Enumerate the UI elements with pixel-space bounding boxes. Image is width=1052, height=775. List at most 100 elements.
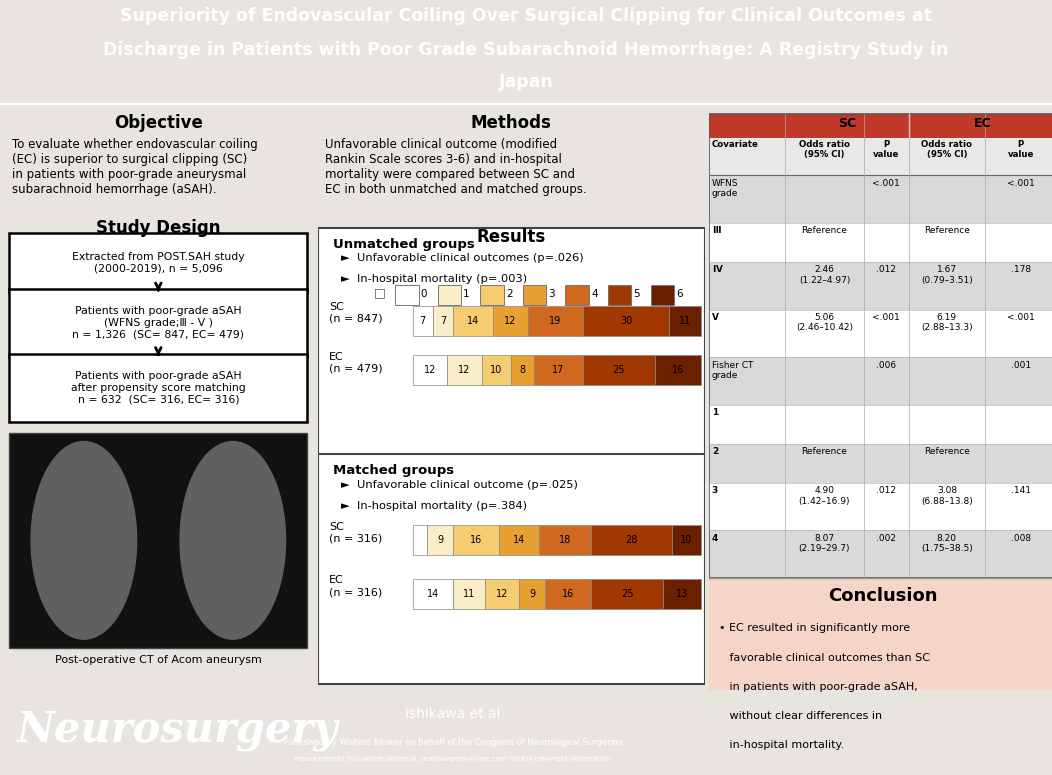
Text: 7: 7 (420, 315, 426, 325)
Text: 8.07
(2.19–29.7): 8.07 (2.19–29.7) (798, 534, 850, 553)
Text: Post-operative CT of Acom aneurysm: Post-operative CT of Acom aneurysm (55, 655, 262, 665)
Text: 8.20
(1.75–38.5): 8.20 (1.75–38.5) (920, 534, 973, 553)
Text: 14: 14 (467, 315, 480, 325)
FancyBboxPatch shape (709, 223, 1052, 262)
Text: Unmatched groups: Unmatched groups (333, 237, 474, 250)
Circle shape (220, 517, 245, 563)
Text: Reference: Reference (802, 226, 848, 236)
Text: Ⅲ: Ⅲ (712, 226, 721, 236)
Text: <.001: <.001 (872, 313, 899, 322)
Text: Ⅳ: Ⅳ (712, 265, 722, 274)
Text: .006: .006 (876, 361, 896, 370)
Circle shape (180, 442, 285, 639)
FancyBboxPatch shape (709, 309, 1052, 357)
Text: Ⅴ: Ⅴ (712, 313, 719, 322)
Text: 14: 14 (427, 589, 439, 599)
FancyBboxPatch shape (432, 305, 453, 336)
Text: 2: 2 (506, 289, 512, 299)
Text: <.001: <.001 (872, 179, 899, 188)
Text: .012: .012 (876, 265, 896, 274)
Text: 11: 11 (679, 315, 691, 325)
Text: 6.19
(2.88–13.3): 6.19 (2.88–13.3) (922, 313, 973, 332)
Text: 16: 16 (672, 365, 684, 375)
Text: SC
(n = 316): SC (n = 316) (329, 522, 383, 543)
Text: 3.08
(6.88–13.8): 3.08 (6.88–13.8) (920, 487, 973, 506)
FancyBboxPatch shape (453, 579, 485, 609)
Text: 4.90
(1.42–16.9): 4.90 (1.42–16.9) (798, 487, 850, 506)
Text: 6: 6 (676, 289, 683, 299)
Circle shape (32, 442, 137, 639)
FancyBboxPatch shape (412, 579, 453, 609)
Text: in patients with poor-grade aSAH,: in patients with poor-grade aSAH, (720, 682, 918, 691)
FancyBboxPatch shape (9, 233, 307, 293)
Text: 14: 14 (513, 536, 525, 546)
FancyBboxPatch shape (591, 525, 672, 556)
FancyBboxPatch shape (608, 284, 631, 305)
Text: 7: 7 (440, 315, 446, 325)
Text: favorable clinical outcomes than SC: favorable clinical outcomes than SC (720, 653, 930, 663)
Text: 19: 19 (549, 315, 562, 325)
FancyBboxPatch shape (706, 578, 1052, 693)
Text: 10: 10 (681, 536, 692, 546)
FancyBboxPatch shape (709, 483, 1052, 530)
Text: Objective: Objective (114, 114, 203, 133)
Text: ►  In-hospital mortality (p=.384): ► In-hospital mortality (p=.384) (341, 501, 527, 512)
FancyBboxPatch shape (9, 288, 307, 357)
Text: in-hospital mortality.: in-hospital mortality. (720, 739, 845, 749)
FancyBboxPatch shape (453, 525, 499, 556)
Text: Patients with poor-grade aSAH
after propensity score matching
n = 632  (SC= 316,: Patients with poor-grade aSAH after prop… (70, 371, 246, 405)
Text: Neurosurgery: Neurosurgery (16, 709, 338, 751)
Text: 5: 5 (633, 289, 641, 299)
FancyBboxPatch shape (709, 530, 1052, 578)
FancyBboxPatch shape (481, 284, 504, 305)
Text: without clear differences in: without clear differences in (720, 711, 883, 721)
Text: 12: 12 (424, 365, 436, 375)
Text: 12: 12 (504, 315, 517, 325)
FancyBboxPatch shape (528, 305, 583, 336)
Text: 2.46
(1.22–4.97): 2.46 (1.22–4.97) (798, 265, 850, 285)
Text: 28: 28 (626, 536, 638, 546)
Text: Reference: Reference (924, 447, 970, 456)
Text: 2: 2 (712, 447, 719, 456)
Text: Reference: Reference (924, 226, 970, 236)
Text: 8: 8 (519, 365, 525, 375)
Text: Matched groups: Matched groups (333, 464, 454, 477)
Text: □: □ (373, 286, 386, 299)
FancyBboxPatch shape (499, 525, 540, 556)
FancyBboxPatch shape (438, 284, 461, 305)
FancyBboxPatch shape (709, 138, 1052, 175)
FancyBboxPatch shape (485, 579, 520, 609)
Text: .001: .001 (1011, 361, 1031, 370)
FancyBboxPatch shape (9, 432, 307, 648)
FancyBboxPatch shape (650, 284, 674, 305)
FancyBboxPatch shape (412, 525, 427, 556)
Text: To evaluate whether endovascular coiling
(EC) is superior to surgical clipping (: To evaluate whether endovascular coiling… (13, 138, 258, 195)
FancyBboxPatch shape (412, 355, 447, 385)
Text: Study Design: Study Design (96, 219, 221, 237)
Text: ►  In-hospital mortality (p=.003): ► In-hospital mortality (p=.003) (341, 274, 527, 284)
Text: .012: .012 (876, 487, 896, 495)
Text: .178: .178 (1011, 265, 1031, 274)
FancyBboxPatch shape (709, 444, 1052, 483)
Text: Discharge in Patients with Poor Grade Subarachnoid Hemorrhage: A Registry Study : Discharge in Patients with Poor Grade Su… (103, 40, 949, 59)
Text: ►  Unfavorable clinical outcomes (p=.026): ► Unfavorable clinical outcomes (p=.026) (341, 253, 584, 263)
FancyBboxPatch shape (540, 525, 591, 556)
Text: EC
(n = 479): EC (n = 479) (329, 352, 383, 374)
FancyBboxPatch shape (9, 353, 307, 422)
Text: 1: 1 (463, 289, 470, 299)
Text: Unfavorable clinical outcome (modified
Rankin Scale scores 3-6) and in-hospital
: Unfavorable clinical outcome (modified R… (325, 138, 587, 195)
Text: Ishikawa et al: Ishikawa et al (405, 707, 500, 721)
Text: 12: 12 (459, 365, 470, 375)
Text: Japan: Japan (499, 73, 553, 91)
FancyBboxPatch shape (566, 284, 589, 305)
FancyBboxPatch shape (583, 355, 654, 385)
FancyBboxPatch shape (396, 284, 419, 305)
Text: 1.67
(0.79–3.51): 1.67 (0.79–3.51) (920, 265, 973, 285)
Text: 11: 11 (463, 589, 474, 599)
Text: ►  Unfavorable clinical outcome (p=.025): ► Unfavorable clinical outcome (p=.025) (341, 480, 578, 491)
Text: Odds ratio
(95% CI): Odds ratio (95% CI) (798, 140, 850, 160)
Text: 17: 17 (552, 365, 564, 375)
Text: <.001: <.001 (1007, 313, 1034, 322)
Text: .141: .141 (1011, 487, 1031, 495)
Text: 3: 3 (712, 487, 719, 495)
